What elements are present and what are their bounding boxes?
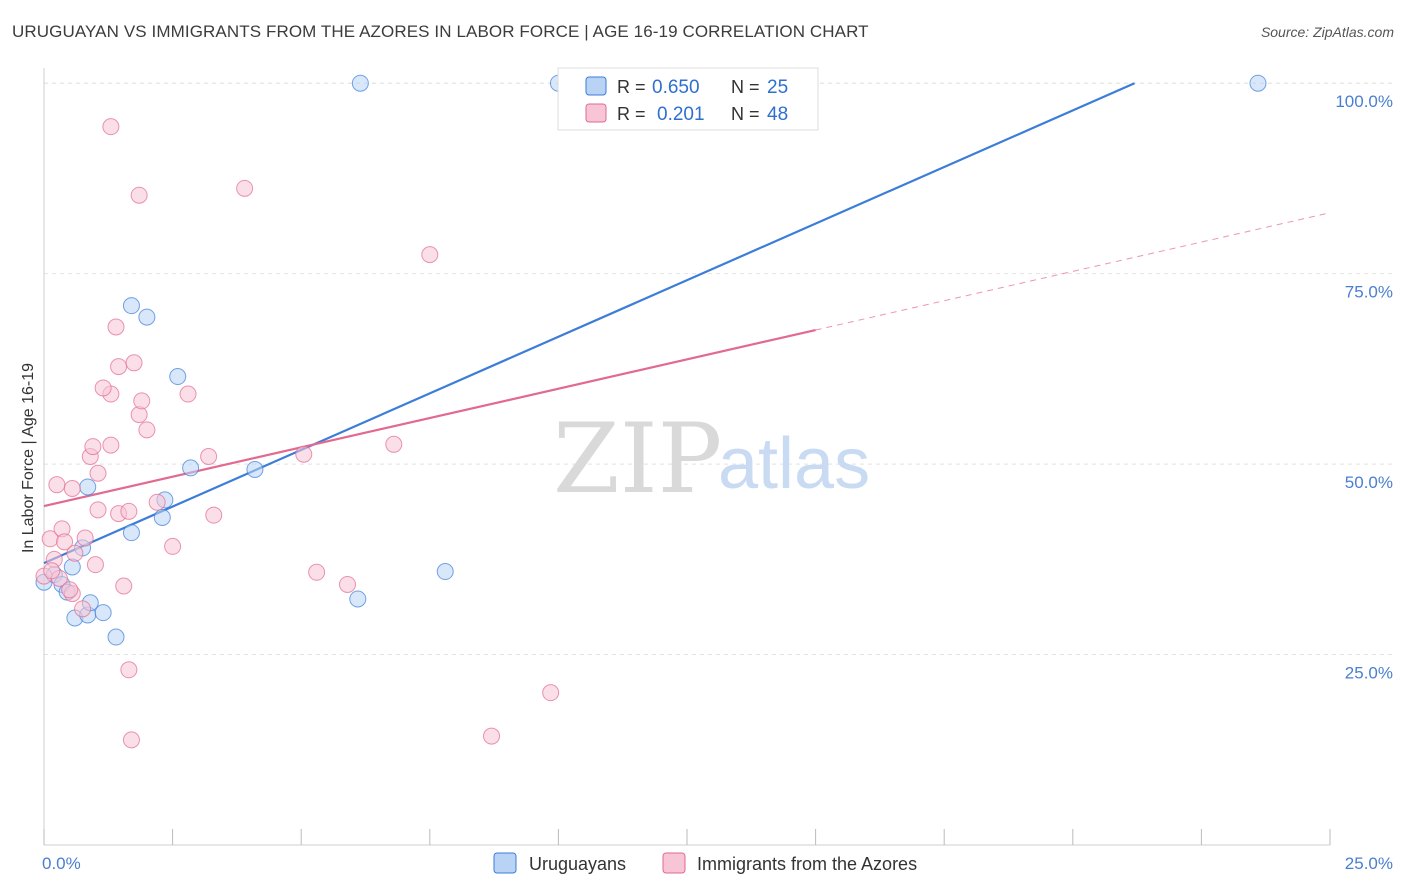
azores-point-18 <box>110 358 128 376</box>
azores-point-11 <box>89 501 107 519</box>
azores-point-15 <box>115 577 133 595</box>
azores-point-22 <box>125 354 143 372</box>
azores-point-8 <box>76 529 94 547</box>
uruguayans-point-15 <box>169 368 187 386</box>
azores-point-36 <box>338 575 356 593</box>
uruguayans-point-11 <box>122 524 140 542</box>
uruguayans-trend-line <box>43 82 1135 565</box>
legend-r-value-1: 0.201 <box>657 104 705 125</box>
y-tick-label-1: 50.0% <box>1345 473 1393 492</box>
legend-n-value-1: 48 <box>767 104 788 125</box>
y-tick-label-2: 75.0% <box>1345 283 1393 302</box>
series-legend-swatch-azores <box>662 852 686 874</box>
legend-swatch-blue <box>585 76 607 96</box>
grid <box>44 82 1395 656</box>
azores-point-41 <box>102 118 120 136</box>
azores-point-10 <box>84 438 102 456</box>
x-tick-labels: 0.0% 25.0% <box>42 829 1393 873</box>
uruguayans-point-14 <box>122 297 140 315</box>
azores-point-45 <box>61 581 79 599</box>
azores-trend-extension <box>815 212 1331 331</box>
uruguayans-point-16 <box>182 459 200 477</box>
legend-n-label-0: N = <box>731 77 760 97</box>
azores-point-21 <box>122 731 140 749</box>
source-label: Source: ZipAtlas.com <box>1260 24 1394 40</box>
azores-point-28 <box>179 385 197 403</box>
uruguayans-point-21 <box>436 563 454 581</box>
series-legend-swatch-uruguayans <box>493 852 517 874</box>
azores-point-38 <box>421 246 439 264</box>
uruguayans-point-7 <box>94 604 112 622</box>
uruguayans-point-22 <box>351 74 369 92</box>
uruguayans-point-18 <box>79 478 97 496</box>
x-tick-label-0: 0.0% <box>42 854 81 873</box>
watermark-zip: ZIP <box>553 403 722 515</box>
azores-point-12 <box>89 464 107 482</box>
azores-point-32 <box>63 479 81 497</box>
azores-point-24 <box>133 392 151 410</box>
watermark-atlas: atlas <box>718 424 870 504</box>
data-points <box>35 74 1267 749</box>
azores-point-20 <box>120 661 138 679</box>
azores-point-46 <box>43 562 61 580</box>
azores-point-6 <box>66 544 84 562</box>
uruguayans-point-8 <box>107 628 125 646</box>
azores-point-4 <box>56 533 74 551</box>
y-tick-label-0: 25.0% <box>1345 664 1393 683</box>
uruguayans-point-19 <box>138 308 156 326</box>
azores-point-39 <box>483 727 501 745</box>
series-legend-label-azores: Immigrants from the Azores <box>697 854 917 874</box>
uruguayans-point-10 <box>63 558 81 576</box>
azores-point-33 <box>120 502 138 520</box>
uruguayans-point-12 <box>153 508 171 526</box>
azores-point-27 <box>164 537 182 555</box>
azores-point-47 <box>86 556 104 574</box>
azores-point-26 <box>148 493 166 511</box>
azores-point-30 <box>205 506 223 524</box>
legend-r-label-0: R = <box>617 77 646 97</box>
azores-point-42 <box>130 186 148 204</box>
azores-point-19 <box>107 318 125 336</box>
azores-point-23 <box>130 406 148 424</box>
x-tick-label-1: 25.0% <box>1345 854 1393 873</box>
azores-point-29 <box>200 448 218 465</box>
azores-point-34 <box>295 445 313 463</box>
azores-point-25 <box>138 421 156 439</box>
azores-point-35 <box>308 563 326 581</box>
azores-point-31 <box>48 476 66 494</box>
legend-r-label-1: R = <box>617 104 646 124</box>
uruguayans-point-17 <box>246 460 264 478</box>
chart-title: URUGUAYAN VS IMMIGRANTS FROM THE AZORES … <box>12 22 869 41</box>
azores-point-40 <box>542 684 560 702</box>
azores-point-13 <box>102 436 120 454</box>
azores-point-37 <box>385 435 403 453</box>
azores-trend-line <box>43 328 816 508</box>
y-tick-labels: 25.0% 50.0% 75.0% 100.0% <box>1335 92 1393 682</box>
trend-lines <box>43 82 1331 565</box>
legend-r-value-0: 0.650 <box>652 77 700 98</box>
azores-point-43 <box>236 179 254 197</box>
stats-legend: R = 0.650 N = 25 R = 0.201 N = 48 <box>557 67 819 131</box>
uruguayans-point-20 <box>349 590 367 608</box>
azores-point-7 <box>74 600 92 618</box>
y-axis-title: In Labor Force | Age 16-19 <box>20 363 37 553</box>
legend-n-label-1: N = <box>731 104 760 124</box>
legend-n-value-0: 25 <box>767 77 788 98</box>
uruguayans-point-24 <box>1249 74 1267 92</box>
series-legend: Uruguayans Immigrants from the Azores <box>493 852 917 874</box>
y-tick-label-3: 100.0% <box>1335 92 1393 111</box>
legend-swatch-pink <box>585 103 607 123</box>
series-legend-label-uruguayans: Uruguayans <box>529 854 626 874</box>
azores-point-17 <box>94 379 112 397</box>
